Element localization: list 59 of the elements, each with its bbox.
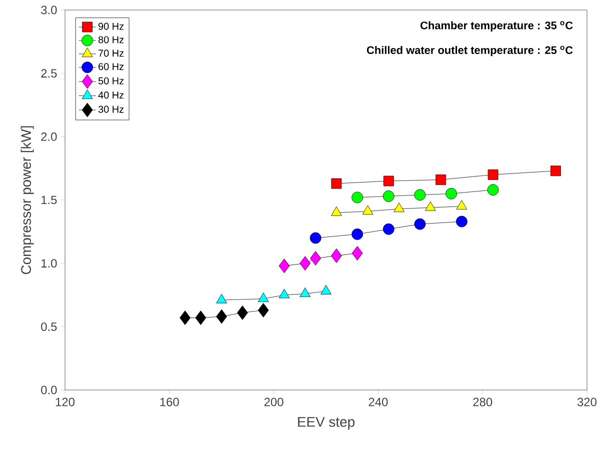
point (487, 184, 499, 196)
point (550, 166, 561, 176)
point (331, 178, 342, 189)
point (330, 248, 342, 263)
point (382, 223, 394, 235)
point (310, 251, 322, 266)
point (414, 218, 426, 230)
annotation: Chilled water outlet temperature : 25 $^{o}$C (366, 46, 573, 56)
legend-label: 50 Hz (98, 77, 124, 84)
y-tick-label: 1.5 (42, 196, 57, 204)
legend-label: 90 Hz (98, 22, 124, 30)
point (180, 310, 191, 325)
point (278, 288, 290, 298)
point (394, 202, 404, 212)
y-tick-label: 3.0 (41, 6, 57, 14)
x-tick-label: 120 (56, 398, 75, 406)
point (456, 200, 468, 210)
point (456, 216, 468, 228)
legend-label: 40 Hz (98, 92, 124, 99)
point (446, 188, 457, 200)
point (414, 189, 426, 201)
y-tick-label: 2.5 (41, 69, 57, 78)
point (310, 232, 322, 244)
legend-label: 30 Hz (98, 106, 124, 113)
legend-label: 80 Hz (98, 36, 124, 44)
point (352, 228, 364, 240)
point (195, 310, 206, 325)
point (278, 258, 290, 274)
point (216, 309, 228, 324)
point (362, 205, 374, 215)
x-tick-label: 240 (368, 398, 388, 406)
point (436, 174, 446, 185)
y-tick-label: 0.5 (41, 322, 57, 331)
point (425, 201, 436, 211)
point (488, 169, 498, 180)
x-tick-label: 200 (264, 398, 284, 406)
y-axis-title: Compressor power [kW] (20, 126, 34, 274)
legend-label: 60 Hz (98, 63, 124, 70)
point (216, 294, 227, 304)
point (258, 303, 269, 318)
point (258, 292, 269, 302)
point (331, 206, 342, 216)
point (383, 176, 394, 186)
point (352, 192, 364, 204)
legend-label: 70 Hz (98, 50, 124, 57)
y-tick-label: 2.0 (41, 132, 57, 141)
x-axis-title: EEV step (298, 417, 354, 430)
annotation: Chamber temperature : 35 $^{o}$C (420, 21, 573, 32)
y-tick-label: 0.0 (41, 386, 57, 394)
point (237, 306, 248, 320)
point (300, 256, 311, 271)
point (300, 288, 311, 297)
point (320, 285, 332, 294)
y-tick-label: 1.0 (42, 259, 57, 268)
x-tick-label: 280 (473, 398, 492, 406)
x-tick-label: 320 (577, 398, 597, 406)
x-tick-label: 160 (160, 398, 179, 406)
point (382, 190, 394, 202)
point (352, 246, 363, 260)
